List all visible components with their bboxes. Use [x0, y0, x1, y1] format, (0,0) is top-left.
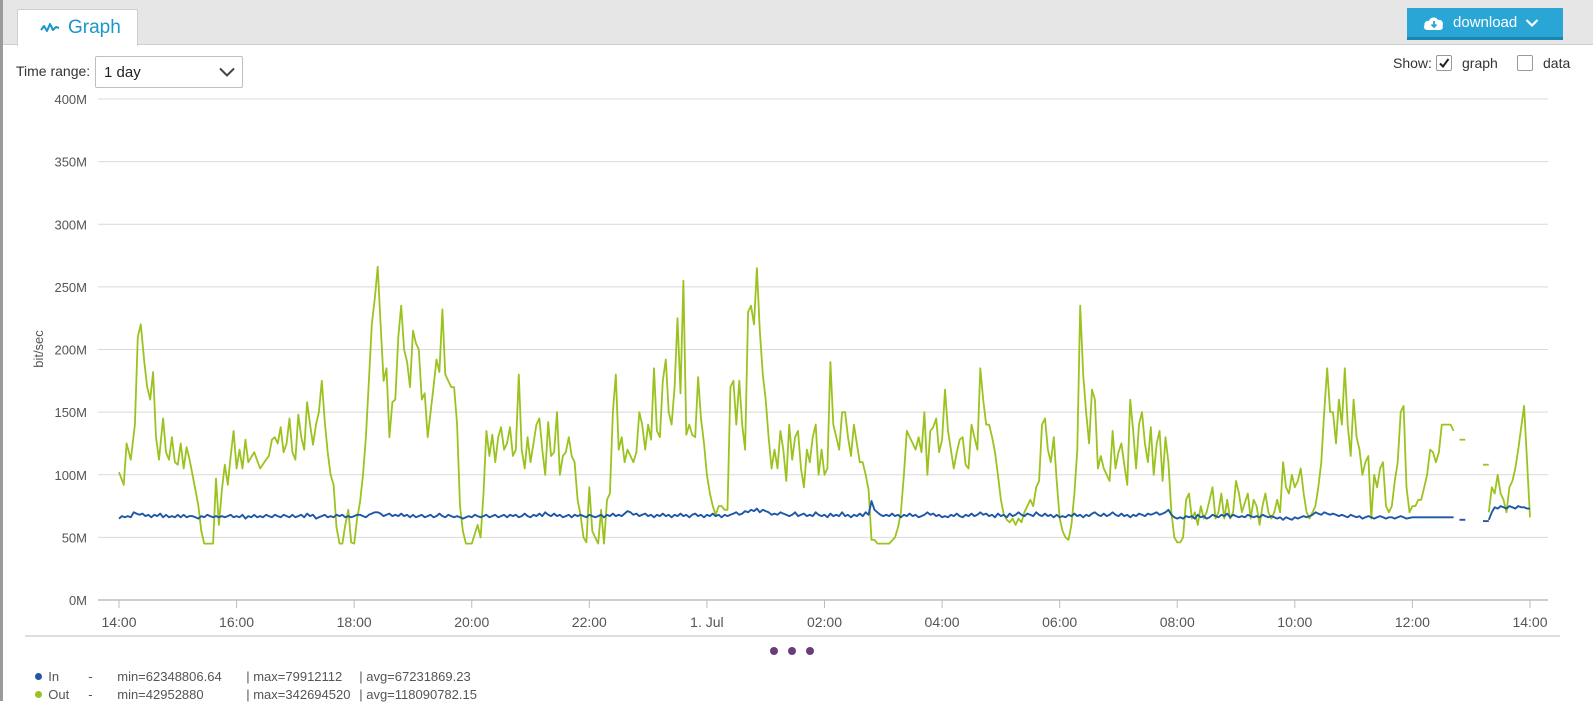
time-range-value: 1 day [104, 64, 141, 81]
graph-checkbox-label: graph [1462, 55, 1498, 71]
pager-dot[interactable] [806, 647, 814, 655]
y-tick-label: 400M [54, 92, 87, 107]
tab-bar: download [3, 0, 1593, 45]
cloud-download-icon [1423, 16, 1443, 30]
y-tick-label: 250M [54, 280, 87, 295]
tab-graph[interactable]: Graph [17, 9, 138, 46]
x-tick-label: 12:00 [1395, 614, 1430, 630]
series-in [118, 500, 1530, 523]
legend-in-marker [35, 673, 43, 680]
data-checkbox-label: data [1543, 55, 1571, 71]
legend-out-name: Out [48, 687, 70, 702]
x-tick-label: 14:00 [1512, 614, 1547, 630]
legend-in-dash: - [88, 669, 93, 684]
legend-in-name: In [48, 669, 60, 684]
checkmark-icon [1439, 58, 1450, 69]
x-tick-label: 18:00 [337, 614, 372, 630]
graph-checkbox[interactable] [1436, 55, 1452, 71]
x-tick-label: 06:00 [1042, 614, 1077, 630]
legend-out: Out - min=42952880 | max=342694520 | avg=118… [28, 672, 477, 702]
series-line-in [118, 500, 1454, 521]
legend-in: In - min=62348806.64 | max=79912112 | avg=67… [28, 654, 471, 684]
legend-out-min: min=42952880 [117, 687, 204, 702]
y-tick-label: 300M [54, 217, 87, 232]
legend-in-min: min=62348806.64 [117, 669, 222, 684]
tab-graph-label: Graph [68, 17, 121, 38]
download-label: download [1453, 14, 1518, 31]
pager-dot[interactable] [788, 647, 796, 655]
series-line-in [1487, 505, 1530, 521]
x-axis-ticks: 14:00 16:00 18:00 20:00 22:00 1. Jul 02:00 04:0… [101, 600, 1548, 630]
x-tick-label: 22:00 [572, 614, 607, 630]
time-range-select[interactable]: 1 day [95, 56, 243, 88]
line-graph-icon [40, 23, 60, 32]
x-tick-label: 02:00 [807, 614, 842, 630]
pager-dots[interactable] [770, 642, 824, 660]
y-tick-label: 50M [62, 530, 87, 545]
y-tick-label: 0M [69, 593, 87, 608]
chart-series [118, 265, 1531, 545]
time-range-label: Time range: [16, 63, 91, 79]
series-out [118, 265, 1531, 545]
chevron-down-icon [219, 67, 235, 77]
x-tick-label: 16:00 [219, 614, 254, 630]
y-axis-label: bit/sec [31, 330, 46, 368]
y-tick-label: 100M [54, 468, 87, 483]
window-left-edge [0, 0, 3, 701]
show-label: Show: [1393, 55, 1432, 71]
pager-dot[interactable] [770, 647, 778, 655]
x-tick-label: 14:00 [101, 614, 136, 630]
y-axis-ticks: 0M 50M 100M 150M 200M 250M 300M 350M 400M [54, 92, 87, 608]
x-tick-label: 1. Jul [690, 614, 723, 630]
download-button[interactable]: download [1407, 8, 1563, 40]
legend-in-max: | max=79912112 [246, 669, 343, 684]
y-tick-label: 350M [54, 155, 87, 170]
chevron-down-icon [1525, 18, 1539, 27]
y-tick-label: 150M [54, 405, 87, 420]
x-tick-label: 04:00 [925, 614, 960, 630]
x-tick-label: 10:00 [1277, 614, 1312, 630]
legend-out-avg: | avg=118090782.15 [359, 687, 477, 702]
x-tick-label: 20:00 [454, 614, 489, 630]
legend-out-dash: - [88, 687, 93, 702]
legend-in-avg: | avg=67231869.23 [359, 669, 471, 684]
chart-grid [25, 98, 1560, 637]
data-checkbox[interactable] [1517, 55, 1533, 71]
x-tick-label: 08:00 [1160, 614, 1195, 630]
legend-out-max: | max=342694520 [246, 687, 351, 702]
y-tick-label: 200M [54, 343, 87, 358]
series-line-out [118, 265, 1455, 545]
series-line-out [1487, 404, 1531, 518]
legend-out-marker [35, 691, 43, 698]
